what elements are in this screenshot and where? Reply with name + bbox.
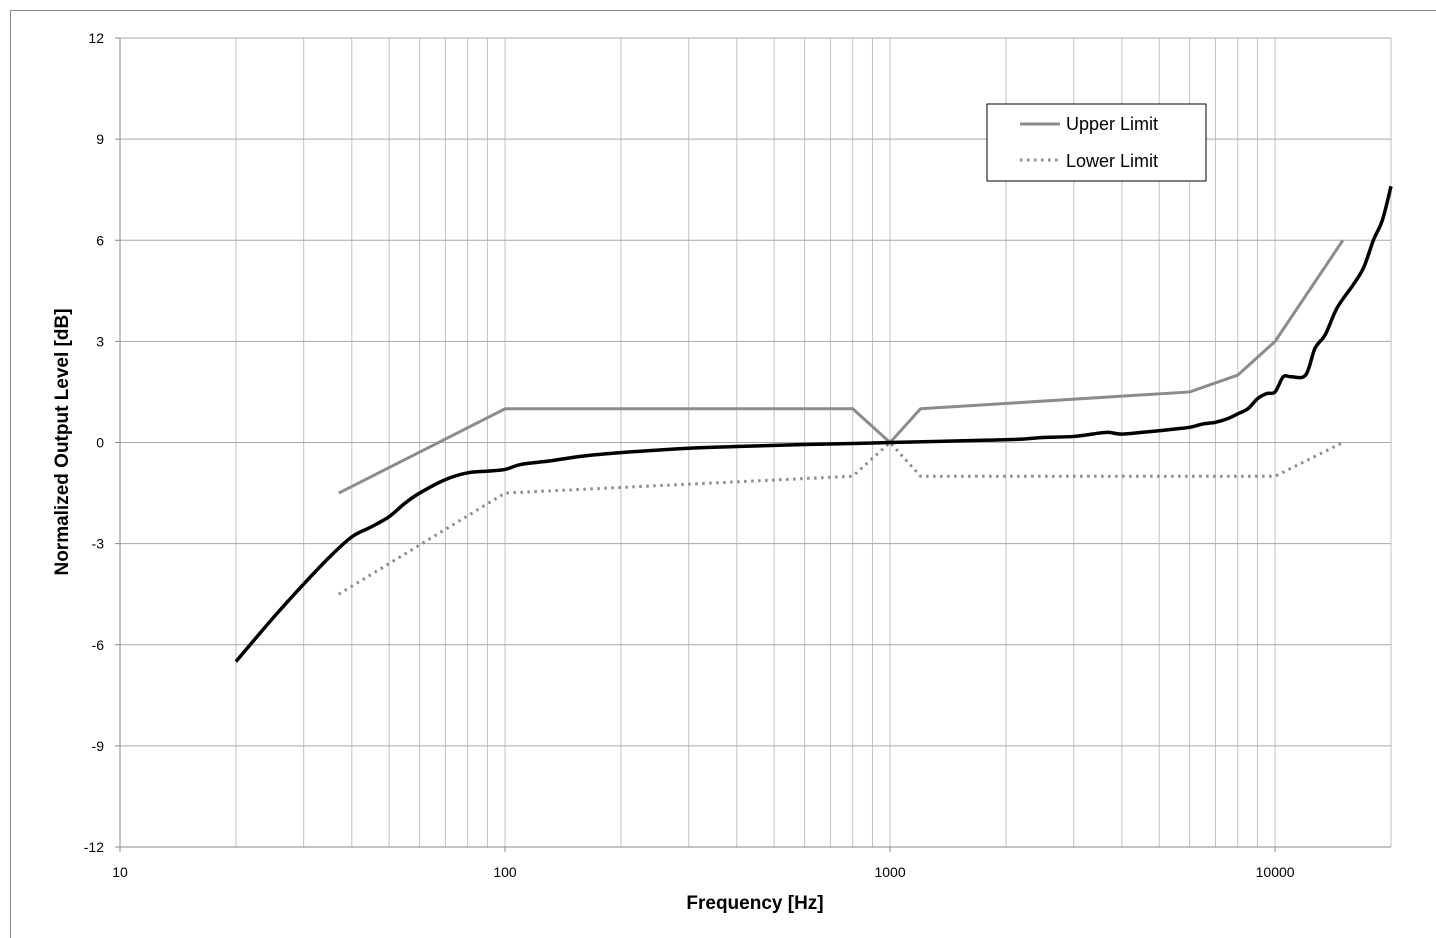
x-tick-label: 10000 <box>1256 864 1295 880</box>
series-lower-limit <box>337 441 1344 596</box>
legend: Upper Limit Lower Limit <box>986 103 1207 182</box>
y-tick-label: 12 <box>88 30 104 46</box>
chart-frame <box>10 10 1436 938</box>
legend-box <box>986 103 1207 182</box>
x-tick-label: 10 <box>112 864 128 880</box>
series-lines <box>234 185 1393 663</box>
y-tick-label: 9 <box>96 131 104 147</box>
legend-label-lower-limit: Lower Limit <box>1066 151 1158 171</box>
y-axis-label: Normalized Output Level [dB] <box>52 308 73 575</box>
y-tick-label: 0 <box>96 435 104 451</box>
x-axis-label: Frequency [Hz] <box>686 893 823 914</box>
x-tick-labels: 10 100 1000 10000 <box>112 864 1295 880</box>
legend-label-upper-limit: Upper Limit <box>1066 114 1158 134</box>
y-tick-label: -6 <box>92 637 105 653</box>
y-tick-label: -9 <box>92 738 105 754</box>
x-tick-label: 1000 <box>874 864 905 880</box>
x-tick-label: 100 <box>493 864 517 880</box>
series-measured-response <box>234 185 1393 663</box>
y-tick-label: -3 <box>92 536 105 552</box>
y-tick-label: -12 <box>84 839 104 855</box>
y-tick-label: 3 <box>96 333 104 349</box>
series-upper-limit <box>338 239 1345 495</box>
y-tick-label: 6 <box>96 232 104 248</box>
y-tick-labels: 12 9 6 3 0 -3 -6 -9 -12 <box>84 30 104 855</box>
